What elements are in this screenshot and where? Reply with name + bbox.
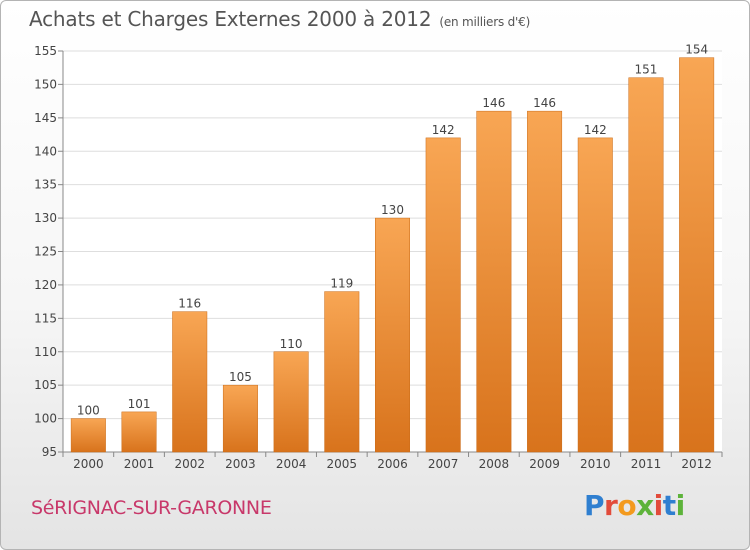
- x-tick-label: 2011: [631, 457, 662, 471]
- x-tick-label: 2010: [580, 457, 611, 471]
- bar: [273, 351, 309, 453]
- data-label: 142: [584, 123, 607, 137]
- logo-letter: x: [636, 489, 654, 522]
- data-label: 142: [432, 123, 455, 137]
- data-label: 105: [229, 370, 252, 384]
- logo-letter: i: [675, 489, 686, 522]
- y-tick-label: 120: [34, 278, 57, 292]
- x-tick-label: 2007: [428, 457, 459, 471]
- data-label: 116: [178, 297, 201, 311]
- bar: [577, 137, 613, 453]
- data-label: 130: [381, 203, 404, 217]
- y-tick-label: 150: [34, 77, 57, 91]
- data-label: 119: [330, 277, 353, 291]
- commune-name: SéRIGNAC-SUR-GARONNE: [31, 497, 272, 519]
- y-tick-label: 110: [34, 345, 57, 359]
- x-tick-label: 2012: [681, 457, 712, 471]
- bar: [121, 411, 157, 453]
- y-tick-label: 135: [34, 178, 57, 192]
- data-label: 101: [128, 397, 151, 411]
- bar: [679, 57, 715, 453]
- y-tick-label: 130: [34, 211, 57, 225]
- x-tick-label: 2006: [377, 457, 408, 471]
- bar-layer: [70, 57, 715, 453]
- logo-letter: o: [617, 489, 637, 522]
- x-tick-label: 2003: [225, 457, 256, 471]
- y-tick-label: 145: [34, 111, 57, 125]
- data-label: 154: [685, 43, 708, 57]
- x-tick-label: 2000: [73, 457, 104, 471]
- bar: [70, 418, 106, 453]
- logo-letter: i: [653, 489, 664, 522]
- y-tick-label: 115: [34, 311, 57, 325]
- bar: [527, 110, 563, 453]
- proxiti-logo[interactable]: Proxiti: [584, 489, 685, 522]
- chart-title-text: Achats et Charges Externes 2000 à 2012: [29, 7, 432, 31]
- x-tick-label: 2004: [276, 457, 307, 471]
- y-tick-label: 155: [34, 44, 57, 58]
- y-tick-label: 95: [42, 445, 57, 459]
- y-tick-label: 105: [34, 378, 57, 392]
- x-tick-label: 2002: [174, 457, 205, 471]
- y-tick-label: 125: [34, 245, 57, 259]
- x-tick-label: 2008: [479, 457, 510, 471]
- logo-letter: t: [662, 489, 676, 522]
- x-tick-label: 2001: [124, 457, 155, 471]
- bar: [476, 110, 512, 453]
- data-label: 146: [533, 96, 556, 110]
- logo-letter: P: [584, 489, 605, 522]
- chart-title: Achats et Charges Externes 2000 à 2012 (e…: [29, 7, 530, 31]
- label-layer: 2000 100 2001 101 2002 116 2003 105 2004 110 2005 1…: [73, 43, 712, 471]
- y-tick-label: 140: [34, 144, 57, 158]
- bar: [425, 137, 461, 453]
- data-label: 146: [482, 96, 505, 110]
- bar: [375, 217, 410, 453]
- x-tick-label: 2009: [529, 457, 560, 471]
- bar: [628, 77, 664, 453]
- y-tick-label: 100: [34, 412, 57, 426]
- axis-layer: 95 100 105 110 115 120 125 130 135 140 145 150 155: [34, 44, 723, 459]
- bar: [222, 384, 258, 453]
- logo-letter: r: [604, 489, 618, 522]
- bar: [324, 291, 360, 453]
- x-tick-label: 2005: [327, 457, 358, 471]
- chart-subtitle: (en milliers d'€): [439, 15, 531, 29]
- data-label: 110: [280, 337, 303, 351]
- data-label: 100: [77, 404, 100, 418]
- bar: [172, 311, 208, 453]
- data-label: 151: [635, 63, 658, 77]
